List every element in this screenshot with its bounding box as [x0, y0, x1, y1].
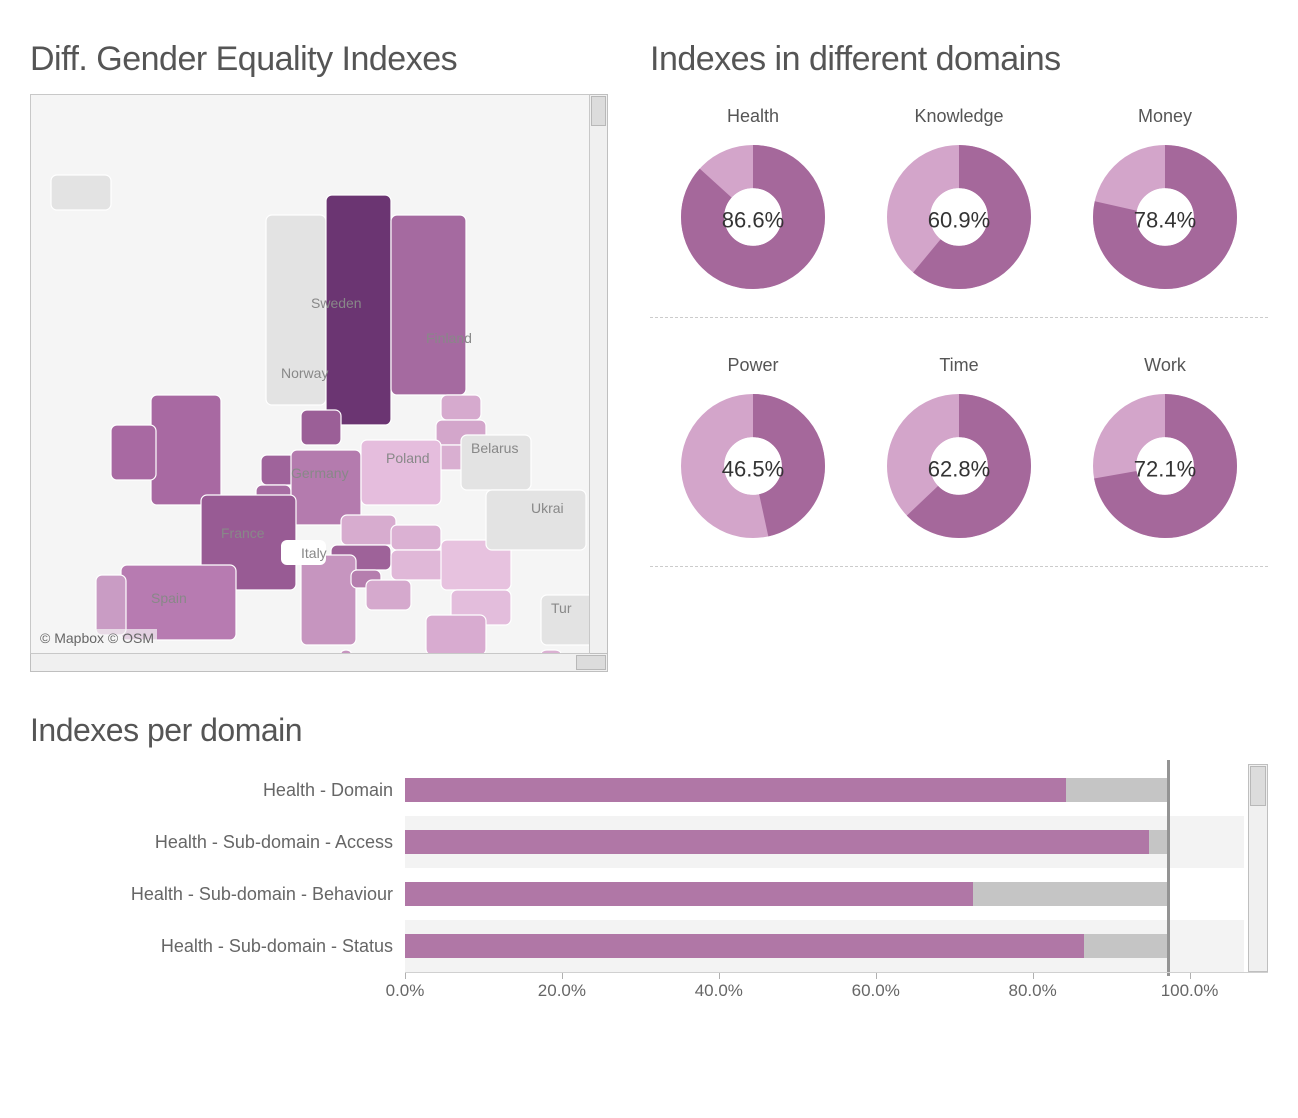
- bar-tick-label: 0.0%: [386, 981, 425, 1001]
- map-country-iceland[interactable]: [51, 175, 111, 210]
- donut-chart[interactable]: 78.4%: [1085, 137, 1245, 297]
- donut-time: Time 62.8%: [869, 355, 1049, 546]
- bar-value[interactable]: [405, 778, 1066, 802]
- map-country-portugal[interactable]: [96, 575, 126, 635]
- bars-title: Indexes per domain: [30, 712, 1268, 749]
- donut-knowledge: Knowledge 60.9%: [869, 106, 1049, 297]
- map-country-denmark[interactable]: [301, 410, 341, 445]
- map-country-poland[interactable]: [361, 440, 441, 505]
- map-scrollbar-vertical[interactable]: [590, 94, 608, 654]
- map-country-turkey[interactable]: [541, 595, 590, 645]
- map-country-italy[interactable]: [301, 555, 356, 645]
- donut-row: Power 46.5% Time 62.8% Work 72.1%: [650, 343, 1268, 567]
- map-country-greece[interactable]: [426, 615, 486, 654]
- map-attribution: © Mapbox © OSM: [37, 629, 157, 647]
- donut-label: Health: [727, 106, 779, 127]
- bar-plot-area: [405, 764, 1244, 972]
- donut-label: Knowledge: [914, 106, 1003, 127]
- bar-tick-label: 100.0%: [1161, 981, 1219, 1001]
- bar-reference-line: [1167, 760, 1170, 976]
- map-country-switzerland[interactable]: [281, 540, 326, 565]
- donut-value: 46.5%: [722, 457, 784, 482]
- map-scrollbar-horizontal[interactable]: [30, 654, 608, 672]
- donut-power: Power 46.5%: [663, 355, 843, 546]
- map-panel: Diff. Gender Equality Indexes SwedenFinl…: [30, 40, 620, 672]
- map-country-norway[interactable]: [266, 215, 326, 405]
- donut-label: Power: [727, 355, 778, 376]
- donut-value: 86.6%: [722, 208, 784, 233]
- bars-panel: Indexes per domain Health - Domain Health…: [30, 712, 1268, 1012]
- bar-label: Health - Domain: [30, 780, 405, 801]
- donuts-title: Indexes in different domains: [650, 40, 1268, 79]
- donut-label: Work: [1144, 355, 1186, 376]
- bars-scrollbar-vertical[interactable]: [1248, 764, 1268, 972]
- donut-work: Work 72.1%: [1075, 355, 1255, 546]
- donut-value: 62.8%: [928, 457, 990, 482]
- bar-label: Health - Sub-domain - Status: [30, 936, 405, 957]
- donut-label: Money: [1138, 106, 1192, 127]
- bar-x-axis: 0.0%20.0%40.0%60.0%80.0%100.0%: [405, 972, 1268, 1012]
- donut-chart[interactable]: 72.1%: [1085, 386, 1245, 546]
- donut-row: Health 86.6% Knowledge 60.9% Money 78.4%: [650, 94, 1268, 318]
- map-country-united-kingdom[interactable]: [151, 395, 221, 505]
- map-country-ireland[interactable]: [111, 425, 156, 480]
- map-country-slovakia[interactable]: [391, 525, 441, 550]
- bar-value[interactable]: [405, 882, 973, 906]
- bar-value[interactable]: [405, 830, 1149, 854]
- bar-tick-label: 20.0%: [538, 981, 586, 1001]
- donut-value: 60.9%: [928, 208, 990, 233]
- donut-chart[interactable]: 46.5%: [673, 386, 833, 546]
- map-title: Diff. Gender Equality Indexes: [30, 40, 620, 79]
- donut-chart[interactable]: 86.6%: [673, 137, 833, 297]
- donut-money: Money 78.4%: [1075, 106, 1255, 297]
- bar-tick-label: 60.0%: [852, 981, 900, 1001]
- map-canvas[interactable]: SwedenFinlandNorwayFranceSpainGermanyPol…: [30, 94, 590, 654]
- map-country-belarus[interactable]: [461, 435, 531, 490]
- donut-label: Time: [939, 355, 978, 376]
- donut-value: 72.1%: [1134, 457, 1196, 482]
- donut-chart[interactable]: 60.9%: [879, 137, 1039, 297]
- donut-health: Health 86.6%: [663, 106, 843, 297]
- donut-value: 78.4%: [1134, 208, 1196, 233]
- donut-chart[interactable]: 62.8%: [879, 386, 1039, 546]
- map-country-sweden[interactable]: [326, 195, 391, 425]
- bar-label: Health - Sub-domain - Access: [30, 832, 405, 853]
- map-svg: [31, 95, 590, 654]
- donuts-panel: Indexes in different domains Health 86.6%…: [650, 40, 1268, 672]
- map-country-ukraine[interactable]: [486, 490, 586, 550]
- map-country-czechia[interactable]: [341, 515, 396, 545]
- bar-tick-label: 40.0%: [695, 981, 743, 1001]
- map-country-estonia[interactable]: [441, 395, 481, 420]
- bar-tick-label: 80.0%: [1009, 981, 1057, 1001]
- map-country-finland[interactable]: [391, 215, 466, 395]
- map-country-germany[interactable]: [291, 450, 361, 525]
- map-country-croatia[interactable]: [366, 580, 411, 610]
- bar-value[interactable]: [405, 934, 1084, 958]
- map-country-hungary[interactable]: [391, 550, 446, 580]
- bar-label: Health - Sub-domain - Behaviour: [30, 884, 405, 905]
